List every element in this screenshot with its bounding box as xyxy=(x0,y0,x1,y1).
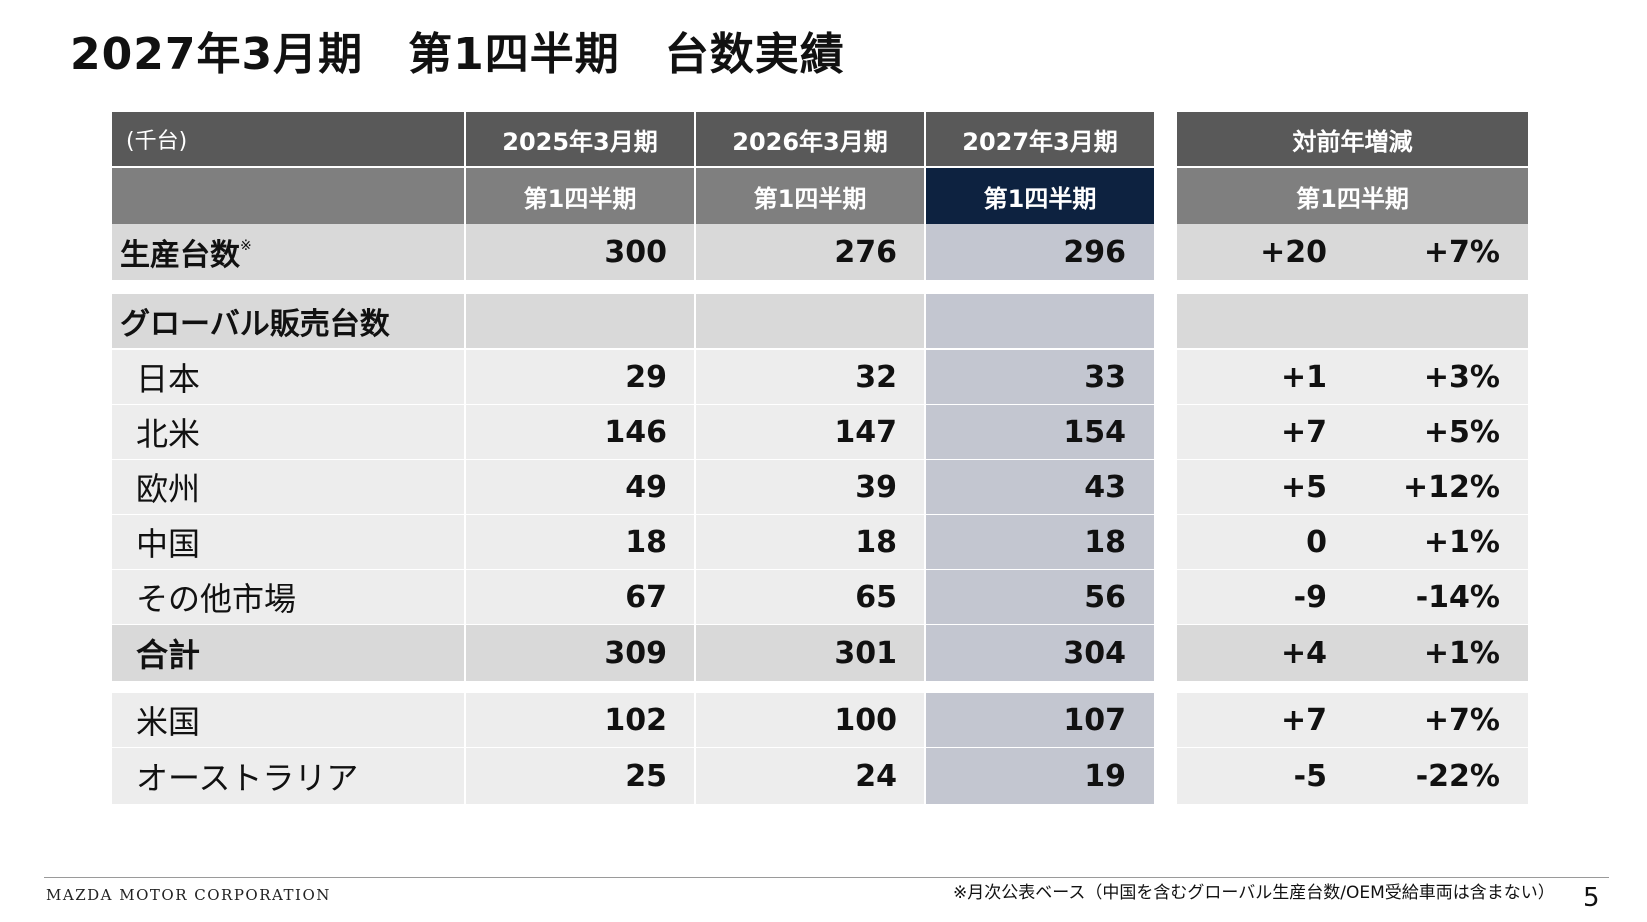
value-2026: 18 xyxy=(696,515,926,569)
value-2027: 56 xyxy=(926,570,1154,624)
row-label: 欧州 xyxy=(112,460,466,514)
footnote-mark: ※ xyxy=(240,238,252,254)
slide-title: 2027年3月期 第1四半期 台数実績 xyxy=(70,29,845,80)
empty-cell xyxy=(926,294,1154,348)
row-label: その他市場 xyxy=(112,570,466,624)
value-2027: 19 xyxy=(926,748,1154,804)
value-2026: 24 xyxy=(696,748,926,804)
year-header-2: 2026年3月期 xyxy=(696,112,926,166)
yoy-pct: +7% xyxy=(1423,702,1500,738)
value-2027: 107 xyxy=(926,693,1154,747)
yoy-row-global-sales xyxy=(1177,294,1528,350)
yoy-row-other-markets: -9 -14% xyxy=(1177,570,1528,626)
yoy-diff: 0 xyxy=(1306,524,1327,560)
row-label: 生産台数 ※ xyxy=(112,224,466,280)
page-number: 5 xyxy=(1583,883,1600,913)
table-row-other-markets: その他市場 67 65 56 xyxy=(112,570,1154,626)
empty-cell xyxy=(466,294,696,348)
year-header-1: 2025年3月期 xyxy=(466,112,696,166)
value-2025: 67 xyxy=(466,570,696,624)
row-label: オーストラリア xyxy=(112,748,466,804)
row-label: 北米 xyxy=(112,405,466,459)
row-label: グローバル販売台数 xyxy=(112,294,466,348)
row-label-text: 生産台数 xyxy=(120,238,240,273)
yoy-pct: +7% xyxy=(1423,234,1500,270)
yoy-quarter-header: 第1四半期 xyxy=(1177,168,1528,224)
value-2025: 49 xyxy=(466,460,696,514)
value-2025: 25 xyxy=(466,748,696,804)
value-2027: 33 xyxy=(926,350,1154,404)
value-2026: 65 xyxy=(696,570,926,624)
row-label: 米国 xyxy=(112,693,466,747)
yoy-diff: +20 xyxy=(1260,234,1327,270)
value-2026: 276 xyxy=(696,224,926,280)
value-2027: 18 xyxy=(926,515,1154,569)
table-row-australia: オーストラリア 25 24 19 xyxy=(112,748,1154,804)
table-row-total: 合計 309 301 304 xyxy=(112,625,1154,681)
value-2025: 309 xyxy=(466,625,696,681)
value-2026: 147 xyxy=(696,405,926,459)
yoy-diff: +4 xyxy=(1280,635,1327,671)
table-row-europe: 欧州 49 39 43 xyxy=(112,460,1154,516)
table-row-usa: 米国 102 100 107 xyxy=(112,693,1154,749)
yoy-diff: -9 xyxy=(1293,579,1327,615)
quarter-header-1: 第1四半期 xyxy=(466,168,696,224)
row-label: 日本 xyxy=(112,350,466,404)
yoy-pct: -22% xyxy=(1415,758,1500,794)
yoy-pct: +12% xyxy=(1403,469,1500,505)
table-row-production: 生産台数 ※ 300 276 296 xyxy=(112,224,1154,280)
table-row-global-sales: グローバル販売台数 xyxy=(112,294,1154,350)
yoy-pct: +1% xyxy=(1423,635,1500,671)
yoy-row-usa: +7 +7% xyxy=(1177,693,1528,749)
value-2025: 102 xyxy=(466,693,696,747)
header-row-quarter: 第1四半期 第1四半期 第1四半期 xyxy=(112,168,1154,224)
yoy-row-total: +4 +1% xyxy=(1177,625,1528,681)
yoy-diff: +5 xyxy=(1280,469,1327,505)
value-2025: 29 xyxy=(466,350,696,404)
value-2025: 300 xyxy=(466,224,696,280)
footer-divider xyxy=(44,877,1609,878)
yoy-pct: +5% xyxy=(1423,414,1500,450)
value-2025: 18 xyxy=(466,515,696,569)
value-2027: 43 xyxy=(926,460,1154,514)
yoy-row-japan: +1 +3% xyxy=(1177,350,1528,406)
row-label: 中国 xyxy=(112,515,466,569)
yoy-row-europe: +5 +12% xyxy=(1177,460,1528,516)
value-2026: 39 xyxy=(696,460,926,514)
yoy-header: 対前年増減 xyxy=(1177,112,1528,168)
yoy-pct: +3% xyxy=(1423,359,1500,395)
empty-cell xyxy=(696,294,926,348)
unit-label: (千台) xyxy=(112,112,466,166)
yoy-diff: +7 xyxy=(1280,702,1327,738)
value-2027: 296 xyxy=(926,224,1154,280)
yoy-row-production: +20 +7% xyxy=(1177,224,1528,280)
yoy-pct: +1% xyxy=(1423,524,1500,560)
yoy-pct: -14% xyxy=(1415,579,1500,615)
yoy-diff: -5 xyxy=(1293,758,1327,794)
row-label: 合計 xyxy=(112,625,466,681)
value-2027: 304 xyxy=(926,625,1154,681)
yoy-diff: +1 xyxy=(1280,359,1327,395)
table-row-japan: 日本 29 32 33 xyxy=(112,350,1154,406)
year-header-3: 2027年3月期 xyxy=(926,112,1154,166)
yoy-row-north-america: +7 +5% xyxy=(1177,405,1528,461)
table-row-china: 中国 18 18 18 xyxy=(112,515,1154,571)
footer-brand: MAZDA MOTOR CORPORATION xyxy=(46,886,331,904)
value-2025: 146 xyxy=(466,405,696,459)
value-2026: 100 xyxy=(696,693,926,747)
yoy-diff: +7 xyxy=(1280,414,1327,450)
quarter-header-3-current: 第1四半期 xyxy=(926,168,1154,224)
blank-header xyxy=(112,168,466,224)
value-2027: 154 xyxy=(926,405,1154,459)
footnote: ※月次公表ベース（中国を含むグローバル生産台数/OEM受給車両は含まない） xyxy=(953,883,1555,903)
quarter-header-2: 第1四半期 xyxy=(696,168,926,224)
header-row-years: (千台) 2025年3月期 2026年3月期 2027年3月期 xyxy=(112,112,1154,168)
table-row-north-america: 北米 146 147 154 xyxy=(112,405,1154,461)
value-2026: 32 xyxy=(696,350,926,404)
value-2026: 301 xyxy=(696,625,926,681)
yoy-row-australia: -5 -22% xyxy=(1177,748,1528,804)
yoy-row-china: 0 +1% xyxy=(1177,515,1528,571)
